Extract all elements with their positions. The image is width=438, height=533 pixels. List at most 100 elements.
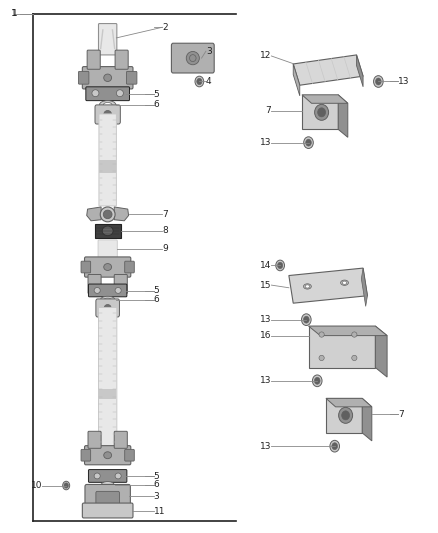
FancyBboxPatch shape: [85, 446, 131, 465]
Ellipse shape: [104, 264, 112, 270]
Ellipse shape: [104, 74, 112, 82]
Ellipse shape: [341, 280, 349, 285]
Text: 11: 11: [153, 506, 165, 515]
Polygon shape: [289, 268, 367, 303]
FancyBboxPatch shape: [115, 50, 128, 69]
Polygon shape: [302, 95, 348, 103]
FancyBboxPatch shape: [114, 274, 127, 294]
Ellipse shape: [115, 287, 121, 293]
FancyBboxPatch shape: [99, 308, 117, 448]
Polygon shape: [87, 207, 101, 221]
Text: 15: 15: [260, 280, 272, 289]
FancyBboxPatch shape: [85, 484, 131, 508]
Polygon shape: [293, 55, 363, 85]
Text: 13: 13: [398, 77, 410, 86]
Ellipse shape: [278, 262, 283, 269]
Ellipse shape: [306, 139, 311, 146]
Text: 10: 10: [31, 481, 42, 490]
Ellipse shape: [352, 332, 357, 337]
FancyBboxPatch shape: [81, 449, 91, 461]
Polygon shape: [114, 207, 129, 221]
Polygon shape: [326, 398, 362, 433]
Ellipse shape: [276, 260, 285, 271]
FancyBboxPatch shape: [96, 491, 120, 507]
FancyBboxPatch shape: [78, 71, 89, 84]
Ellipse shape: [342, 411, 350, 420]
FancyBboxPatch shape: [88, 431, 101, 448]
Text: 2: 2: [162, 23, 168, 32]
Text: 7: 7: [398, 410, 404, 419]
Ellipse shape: [94, 473, 100, 479]
Polygon shape: [361, 268, 367, 306]
Ellipse shape: [195, 76, 204, 87]
FancyBboxPatch shape: [81, 261, 91, 273]
Text: 5: 5: [153, 90, 159, 99]
Text: 6: 6: [153, 295, 159, 304]
FancyBboxPatch shape: [82, 67, 133, 89]
Ellipse shape: [115, 473, 121, 479]
Polygon shape: [308, 326, 375, 368]
FancyBboxPatch shape: [125, 449, 134, 461]
FancyBboxPatch shape: [82, 503, 133, 518]
Ellipse shape: [301, 314, 311, 326]
Polygon shape: [302, 95, 338, 130]
FancyBboxPatch shape: [86, 87, 130, 101]
Text: 5: 5: [153, 472, 159, 481]
Text: 1: 1: [12, 10, 18, 19]
Ellipse shape: [319, 332, 324, 337]
Text: 6: 6: [153, 480, 159, 489]
Ellipse shape: [304, 316, 309, 323]
Ellipse shape: [314, 104, 328, 120]
Text: 13: 13: [260, 442, 272, 451]
FancyBboxPatch shape: [125, 261, 134, 273]
Polygon shape: [357, 55, 363, 87]
Ellipse shape: [104, 452, 112, 459]
Bar: [95, 224, 121, 238]
Polygon shape: [375, 326, 387, 377]
Ellipse shape: [94, 287, 100, 293]
Ellipse shape: [102, 226, 113, 236]
Text: 7: 7: [265, 106, 272, 115]
Ellipse shape: [304, 137, 313, 149]
Polygon shape: [338, 95, 348, 138]
Polygon shape: [308, 326, 387, 336]
Ellipse shape: [63, 481, 70, 490]
Text: 5: 5: [153, 286, 159, 295]
FancyBboxPatch shape: [85, 257, 131, 277]
Text: 16: 16: [260, 331, 272, 340]
Polygon shape: [362, 398, 372, 441]
Ellipse shape: [318, 108, 325, 117]
Ellipse shape: [92, 90, 99, 96]
Ellipse shape: [374, 76, 383, 87]
Ellipse shape: [104, 304, 111, 311]
Text: 4: 4: [206, 77, 212, 86]
FancyBboxPatch shape: [87, 50, 100, 69]
Text: 13: 13: [260, 376, 272, 385]
Text: 14: 14: [260, 261, 272, 270]
FancyBboxPatch shape: [95, 105, 120, 124]
Ellipse shape: [104, 298, 112, 302]
Polygon shape: [293, 64, 300, 96]
Text: 13: 13: [260, 138, 272, 147]
Ellipse shape: [99, 101, 116, 109]
Text: 9: 9: [162, 245, 168, 254]
Ellipse shape: [305, 285, 310, 288]
FancyBboxPatch shape: [88, 274, 101, 294]
Text: 3: 3: [206, 47, 212, 55]
Ellipse shape: [319, 356, 324, 361]
Ellipse shape: [103, 210, 112, 219]
Text: 8: 8: [162, 227, 168, 236]
Text: 13: 13: [260, 315, 272, 324]
Text: 12: 12: [260, 52, 272, 60]
Bar: [99, 160, 116, 173]
Ellipse shape: [103, 102, 112, 107]
Ellipse shape: [304, 284, 311, 289]
Ellipse shape: [197, 78, 202, 85]
Ellipse shape: [332, 443, 338, 450]
FancyBboxPatch shape: [127, 71, 137, 84]
Ellipse shape: [101, 481, 114, 488]
Ellipse shape: [100, 296, 115, 304]
Text: 3: 3: [153, 491, 159, 500]
Text: 7: 7: [162, 210, 168, 219]
Ellipse shape: [186, 52, 199, 64]
